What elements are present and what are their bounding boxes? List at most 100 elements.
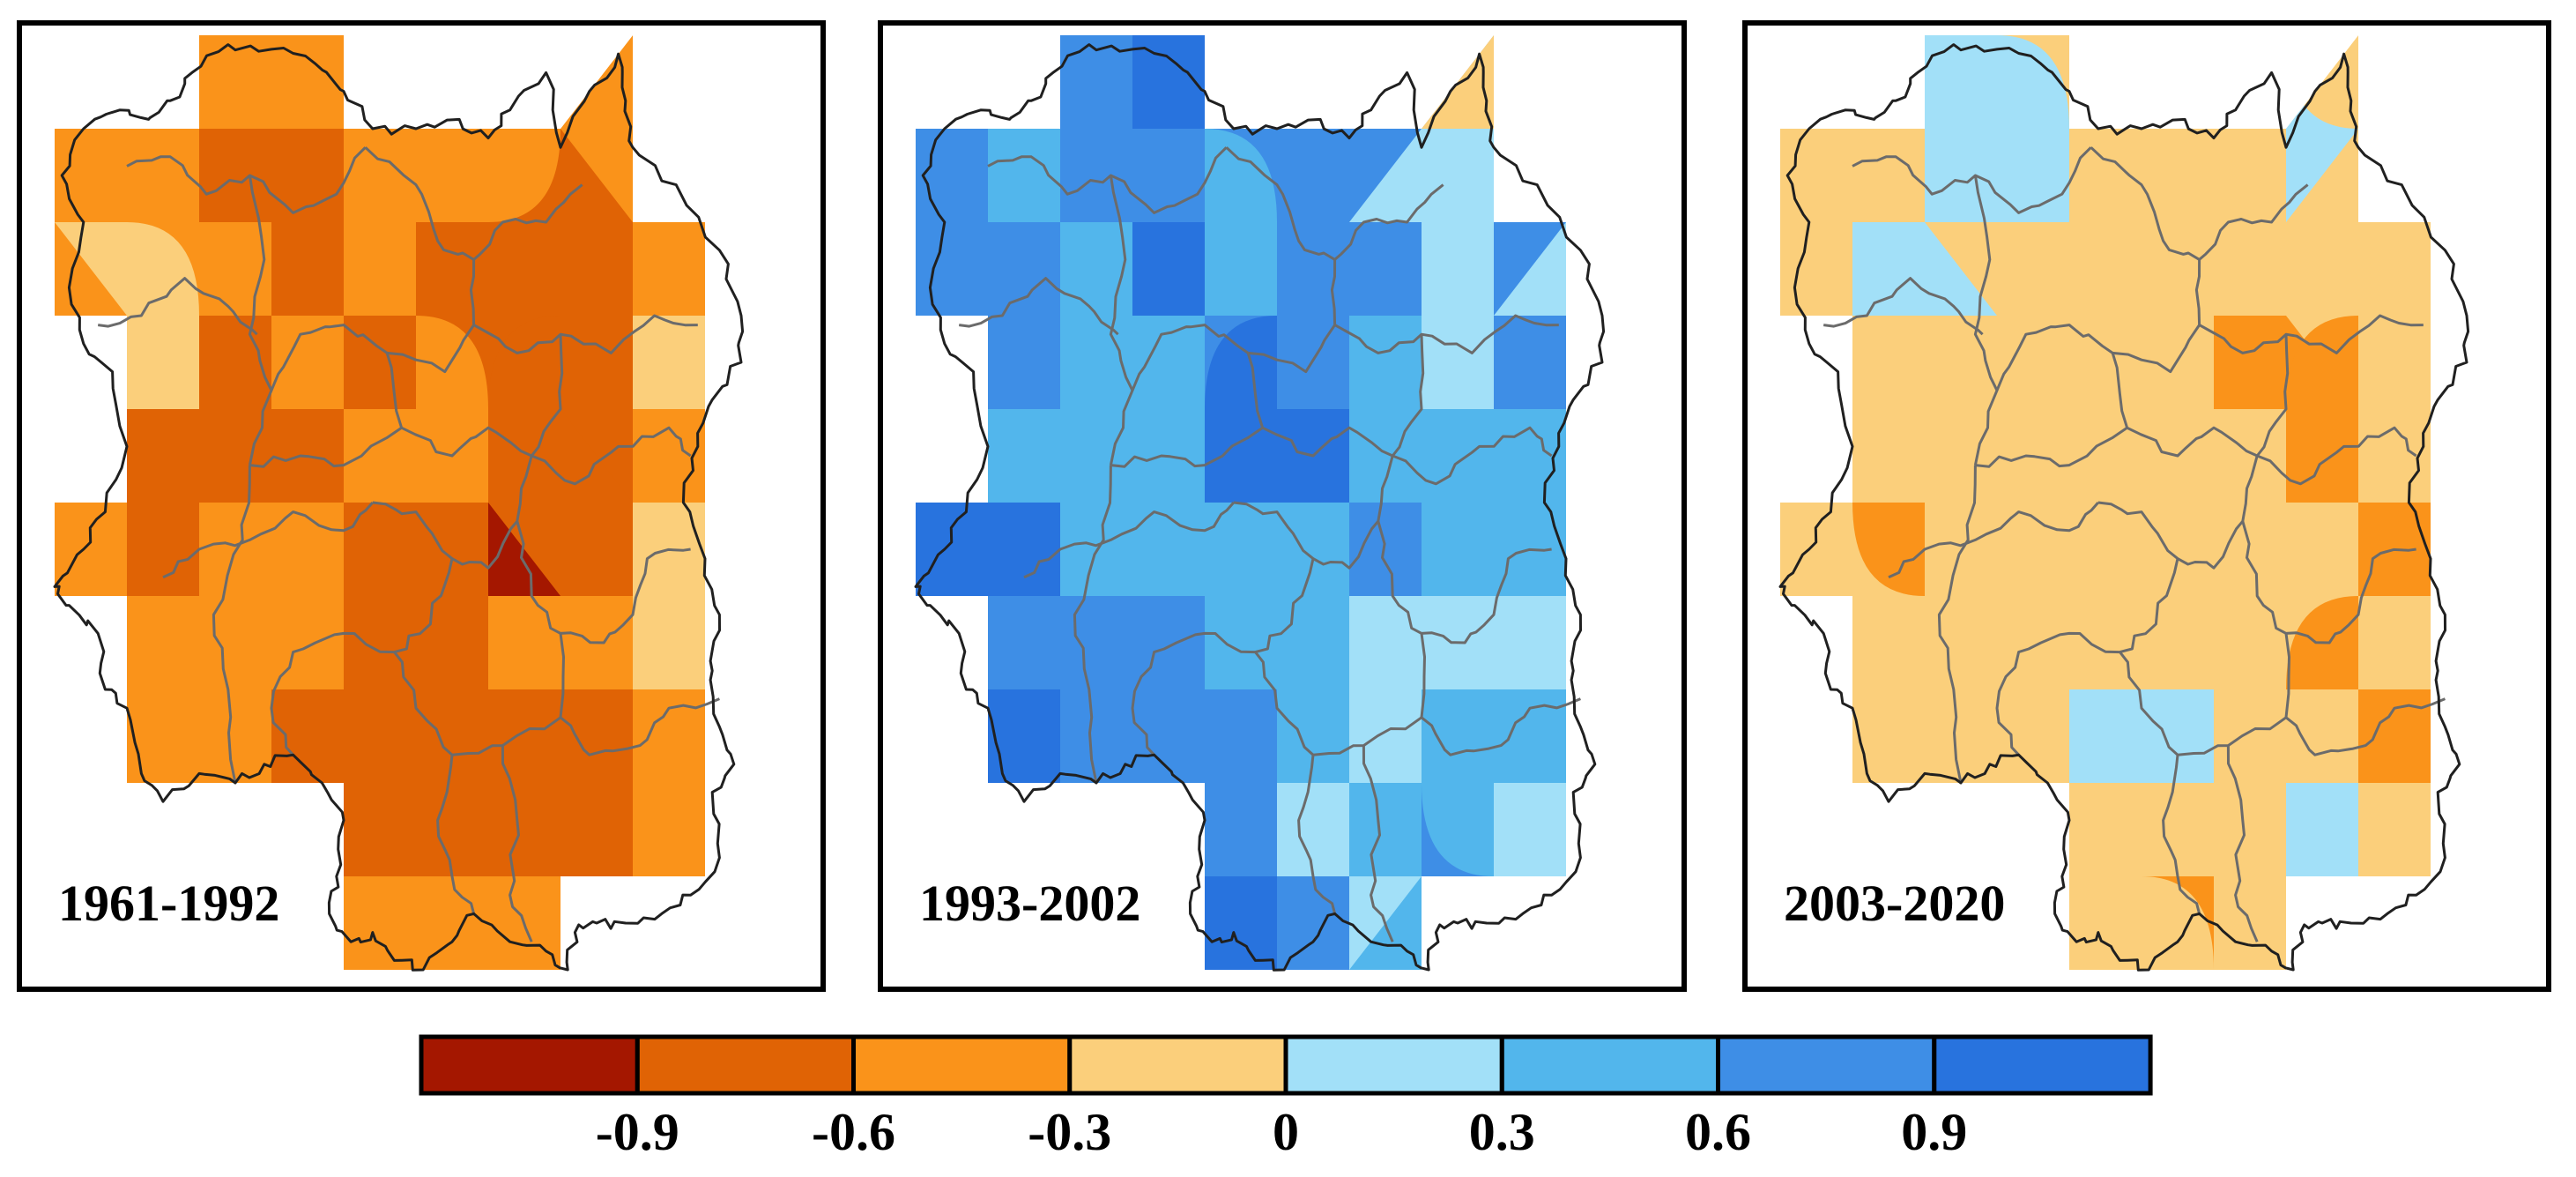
value-patch (1494, 783, 1566, 877)
prefecture-boundary (1246, 352, 1393, 458)
value-patch (1132, 129, 1277, 316)
period-label: 1993-2002 (919, 875, 1140, 932)
map-panel-2003-2020: 2003-2020 (1742, 20, 2551, 992)
prefecture-boundaries (98, 146, 720, 942)
value-patch (416, 596, 488, 689)
legend-color-box (635, 1034, 857, 1096)
value-patch (1925, 35, 2069, 222)
value-patch (2358, 689, 2431, 783)
prefecture-boundary (372, 455, 533, 570)
prefecture-boundary (2111, 352, 2258, 458)
legend-tick-label: 0.6 (1685, 1103, 1751, 1161)
prefecture-boundary (393, 651, 476, 914)
value-patch (488, 503, 560, 596)
prefecture-boundary (98, 277, 258, 336)
value-patch (1349, 129, 1494, 222)
value-patch (1925, 129, 1997, 222)
value-patch (1277, 503, 1349, 596)
prefecture-boundary (1109, 175, 1134, 466)
legend-tick-label: -0.3 (1028, 1103, 1111, 1161)
prefecture-boundary (2119, 651, 2201, 914)
prefecture-boundary (959, 277, 1119, 336)
prefecture-boundary (2198, 314, 2424, 354)
legend-color-box (851, 1034, 1073, 1096)
value-patch (127, 316, 199, 409)
choropleth-map (53, 35, 777, 972)
value-patch (633, 316, 705, 409)
value-patch (1169, 503, 1277, 689)
prefecture-boundary (1333, 314, 1559, 354)
value-patch (344, 596, 488, 783)
value-patch (2142, 876, 2214, 970)
value-patch (127, 409, 271, 596)
legend-color-box (1067, 1034, 1288, 1096)
prefecture-boundary (516, 520, 691, 644)
prefecture-boundary (1362, 745, 1394, 942)
value-patch (416, 783, 560, 877)
value-patch (271, 222, 344, 316)
value-patch (1132, 35, 1205, 129)
prefecture-boundary (2097, 455, 2259, 570)
prefecture-boundary (1973, 175, 1999, 466)
legend-tick-label: 0 (1273, 1103, 1299, 1161)
value-patch (488, 129, 633, 316)
value-patch (127, 503, 199, 596)
period-label: 2003-2020 (1784, 875, 2005, 932)
province-boundary (1778, 43, 2470, 972)
legend-color-box (1499, 1034, 1721, 1096)
value-patch (1277, 736, 1349, 877)
prefecture-boundary (270, 558, 454, 756)
prefecture-boundary (249, 426, 403, 468)
prefecture-boundary (2284, 633, 2446, 756)
value-patch (2286, 316, 2358, 503)
value-patch (1494, 596, 1566, 689)
prefecture-boundary (559, 633, 720, 756)
legend-color-box (1283, 1034, 1504, 1096)
prefecture-boundary (1233, 455, 1394, 570)
prefecture-boundary (1377, 520, 1552, 644)
legend-tick-label: -0.6 (812, 1103, 895, 1161)
prefecture-boundary (385, 352, 532, 458)
prefecture-boundary (1937, 465, 1977, 784)
prefecture-boundary (1975, 426, 2128, 468)
prefecture-boundary (212, 465, 251, 784)
legend-tick-label: 0.9 (1901, 1103, 1967, 1161)
prefecture-boundary (1110, 426, 1264, 468)
color-fields-canvas (1780, 35, 2503, 970)
value-patch (633, 596, 705, 689)
value-patch (344, 783, 416, 877)
legend-color-box (1716, 1034, 1937, 1096)
prefecture-boundary (2241, 520, 2416, 644)
period-label: 1961-1992 (58, 875, 279, 932)
color-fields (55, 35, 777, 970)
province-boundary (914, 43, 1606, 972)
value-patch (199, 129, 344, 222)
value-patch (988, 503, 1060, 596)
prefecture-boundary (1023, 502, 1235, 579)
value-patch (1349, 689, 1422, 783)
prefecture-boundary (1073, 465, 1112, 784)
value-patch (916, 503, 988, 596)
value-patch (55, 222, 199, 316)
prefecture-boundary (1888, 502, 2099, 579)
legend-tick-label: -0.9 (596, 1103, 679, 1161)
prefecture-boundaries (1823, 146, 2446, 942)
map-panel-1993-2002: 1993-2002 (878, 20, 1687, 992)
province-boundary (53, 43, 745, 972)
value-patch (2286, 783, 2358, 877)
value-patch (1132, 222, 1205, 316)
value-patch (344, 316, 416, 409)
value-patch (416, 503, 488, 596)
prefecture-boundary (530, 334, 692, 486)
prefecture-boundary (501, 745, 533, 942)
value-patch (1925, 35, 1997, 129)
prefecture-boundary (248, 175, 273, 466)
value-patch (1852, 503, 1925, 596)
legend-color-box (419, 1034, 640, 1096)
legend-tick-labels: -0.9 -0.6 -0.3 0 0.3 0.6 0.9 (596, 1103, 1967, 1161)
prefecture-boundary (1391, 334, 1553, 486)
prefecture-boundary (1995, 558, 2179, 756)
legend-color-box (1932, 1034, 2153, 1096)
legend-tick-label: 0.3 (1469, 1103, 1535, 1161)
